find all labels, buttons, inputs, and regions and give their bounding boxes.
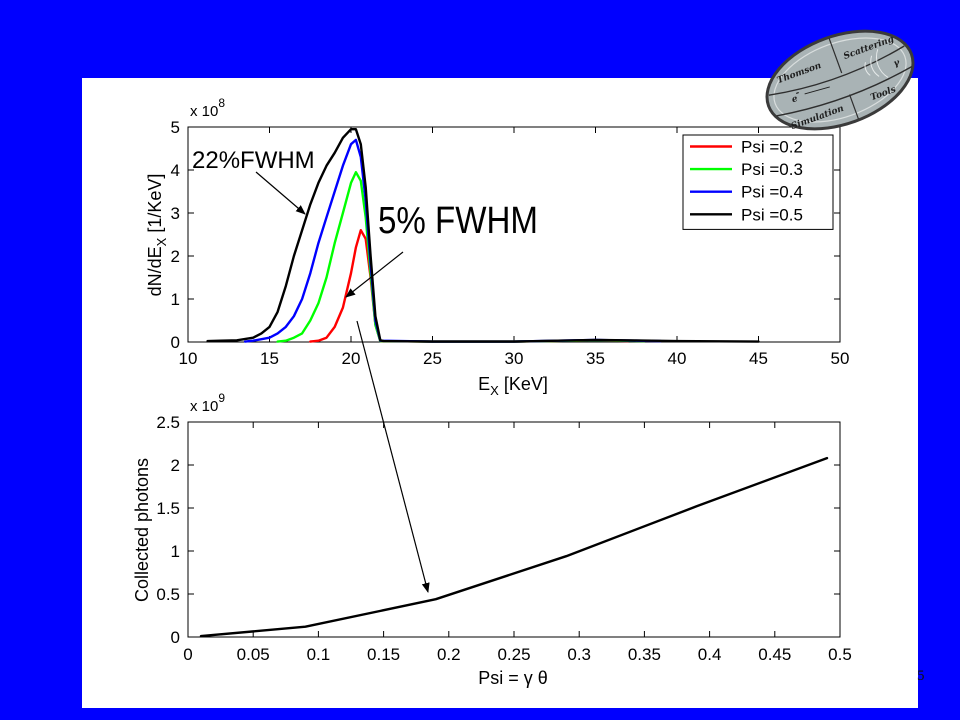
logo-inner-ring: [773, 37, 907, 123]
top-chart-legend-label-3: Psi =0.4: [741, 183, 803, 202]
top-chart-xtick-label: 30: [505, 349, 524, 368]
bottom-chart-xtick-label: 0.1: [307, 645, 331, 664]
bottom-chart-xtick-label: 0.15: [367, 645, 400, 664]
bottom-chart-y-multiplier: x 109: [190, 391, 225, 415]
bottom-chart-xtick-label: 0: [183, 645, 192, 664]
bottom-chart: 0 0.05 0.1 0.15 0.2 0.25 0.3 0.35 0.4 0.45 0.5 0 0.5…: [132, 391, 852, 688]
top-chart-ylabel: dN/dEX [1/KeV]: [145, 174, 169, 297]
arrow-22-fwhm: [255, 171, 306, 215]
top-chart-ylabel-rest: [1/KeV]: [145, 174, 165, 238]
bottom-chart-ytick-label: 2: [171, 456, 180, 475]
top-chart-xtick-label: 20: [342, 349, 361, 368]
bottom-chart-series-line-1: [199, 456, 829, 638]
bottom-chart-ytick-label: 0: [171, 628, 180, 647]
top-chart-xlabel-rest: [KeV]: [499, 374, 548, 394]
logo-electron-letter: e: [790, 94, 799, 105]
bottom-chart-xtick-label: 0.45: [758, 645, 791, 664]
bottom-chart-xtick-label: 0.5: [828, 645, 852, 664]
top-chart-xtick-label: 15: [260, 349, 279, 368]
logo-divider-top: [768, 45, 905, 96]
top-chart-xlabel: EX [KeV]: [478, 374, 548, 398]
bottom-chart-xtick-label: 0.25: [497, 645, 530, 664]
bottom-chart-ytick-label: 0.5: [156, 585, 180, 604]
arrow-5-fwhm: [345, 251, 404, 298]
bottom-chart-multiplier-base: x 10: [190, 398, 218, 415]
top-chart-ytick-label: 1: [171, 290, 180, 309]
bottom-chart-xtick-label: 0.05: [237, 645, 270, 664]
bottom-chart-ylabel: Collected photons: [132, 458, 152, 602]
logo-electron-arrow: [804, 86, 830, 95]
top-chart-legend-label-2: Psi =0.3: [741, 160, 803, 179]
annotation-5-fwhm: 5% FWHM: [378, 200, 538, 242]
logo: Thomson Scattering Simulation Tools e- γ: [765, 29, 915, 132]
top-chart-multiplier-exponent: 8: [218, 96, 225, 110]
logo-divider-bottom: [776, 66, 913, 117]
bottom-chart-xlabel: Psi = γ θ: [478, 668, 548, 688]
top-chart-xtick-label: 25: [423, 349, 442, 368]
top-chart-legend: Psi =0.2 Psi =0.3 Psi =0.4 Psi =0.5: [682, 134, 834, 230]
bottom-chart-ytick-label: 1.5: [156, 499, 180, 518]
arrow-to-collected-photons: [356, 320, 430, 593]
page-number: 5: [917, 668, 925, 684]
top-chart-ytick-label: 5: [171, 118, 180, 137]
bottom-chart-ytick-label: 2.5: [156, 413, 180, 432]
bottom-chart-xtick-label: 0.35: [628, 645, 661, 664]
bottom-chart-plot-frame: [187, 421, 841, 638]
logo-wave-arcs: [864, 49, 889, 78]
top-chart-series-line-4: [206, 127, 760, 343]
top-chart-legend-label-4: Psi =0.5: [741, 205, 803, 224]
bottom-chart-marks: 0 0.05 0.1 0.15 0.2 0.25 0.3 0.35 0.4 0.45 0.5 0 0.5…: [156, 413, 851, 664]
top-chart-legend-label-1: Psi =0.2: [741, 138, 803, 157]
top-chart-ylabel-sub: X: [154, 237, 169, 246]
top-chart-xtick-label: 50: [831, 349, 850, 368]
top-chart-xtick-label: 45: [749, 349, 768, 368]
top-chart-xtick-label: 35: [586, 349, 605, 368]
top-chart-ytick-label: 2: [171, 247, 180, 266]
top-chart-multiplier-base: x 10: [190, 103, 218, 120]
logo-divider-upper-vertical: [828, 38, 843, 74]
bottom-chart-xtick-label: 0.3: [567, 645, 591, 664]
top-chart-xtick-label: 10: [179, 349, 198, 368]
annotations: 22%FWHM 5% FWHM: [192, 147, 538, 593]
bottom-chart-xtick-label: 0.2: [437, 645, 461, 664]
annotation-22-fwhm: 22%FWHM: [192, 147, 315, 174]
bottom-chart-xtick-label: 0.4: [698, 645, 722, 664]
top-chart-ytick-label: 0: [171, 333, 180, 352]
top-chart-xlabel-sub: X: [490, 383, 499, 398]
logo-electron-sup: -: [794, 88, 801, 99]
logo-gamma-symbol: γ: [892, 58, 902, 70]
top-chart-ytick-label: 4: [171, 161, 180, 180]
logo-divider-lower-vertical: [849, 94, 860, 120]
top-chart-xlabel-main: E: [478, 374, 490, 394]
top-chart-y-multiplier: x 108: [190, 96, 225, 120]
logo-electron-symbol: e-: [789, 88, 803, 105]
top-chart-xtick-label: 40: [668, 349, 687, 368]
bottom-chart-ytick-label: 1: [171, 542, 180, 561]
top-chart-ytick-label: 3: [171, 204, 180, 223]
top-chart-ylabel-main: dN/dE: [145, 246, 165, 296]
bottom-chart-multiplier-exponent: 9: [218, 391, 225, 405]
